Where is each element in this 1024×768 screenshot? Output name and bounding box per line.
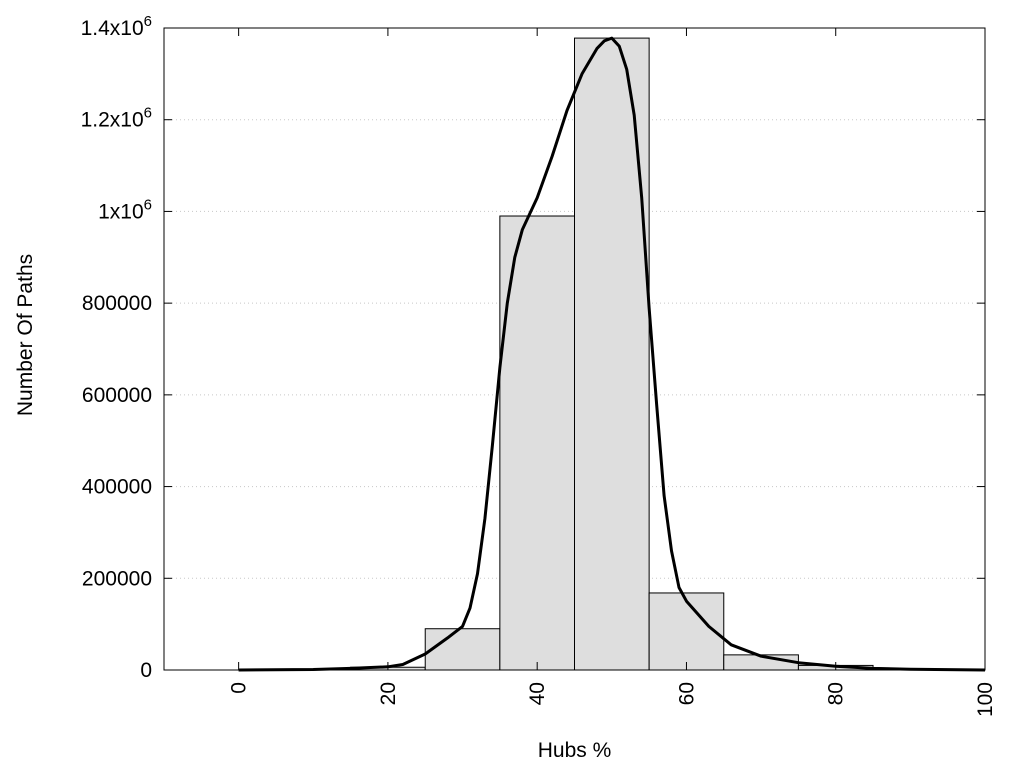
axis-ticks (164, 27, 986, 671)
x-tick-label: 60 (675, 682, 698, 705)
x-tick-label: 40 (526, 682, 549, 705)
y-tick-label: 1.2x106 (81, 105, 152, 132)
density-curve-layer (238, 36, 986, 672)
density-curve (238, 36, 986, 672)
histogram-bar (574, 37, 650, 671)
histogram-bar (648, 592, 725, 671)
y-axis-tick-labels: 0 200000 400000 600000 800000 1x106 1.2x106 1.4… (81, 13, 152, 682)
x-tick-label: 0 (228, 682, 251, 694)
y-tick-label: 200000 (82, 567, 152, 590)
plot-frame (163, 27, 986, 671)
y-tick-label: 0 (140, 659, 152, 682)
x-tick-label: 80 (825, 682, 848, 705)
y-axis-title: Number Of Paths (14, 254, 37, 416)
histogram-bars (275, 37, 949, 671)
y-tick-label: 600000 (82, 384, 152, 407)
y-tick-label: 400000 (82, 476, 152, 499)
x-axis-tick-labels: 0 20 40 60 80 100 (228, 682, 997, 717)
y-tick-label: 1.4x106 (81, 13, 152, 40)
x-tick-label: 100 (974, 682, 997, 717)
histogram-bar (424, 628, 501, 671)
y-tick-label: 800000 (82, 292, 152, 315)
grid-lines (164, 119, 985, 579)
x-axis-title: Hubs % (538, 739, 612, 762)
histogram-bar (499, 215, 576, 671)
x-tick-label: 20 (377, 682, 400, 705)
y-tick-label: 1x106 (98, 196, 152, 223)
